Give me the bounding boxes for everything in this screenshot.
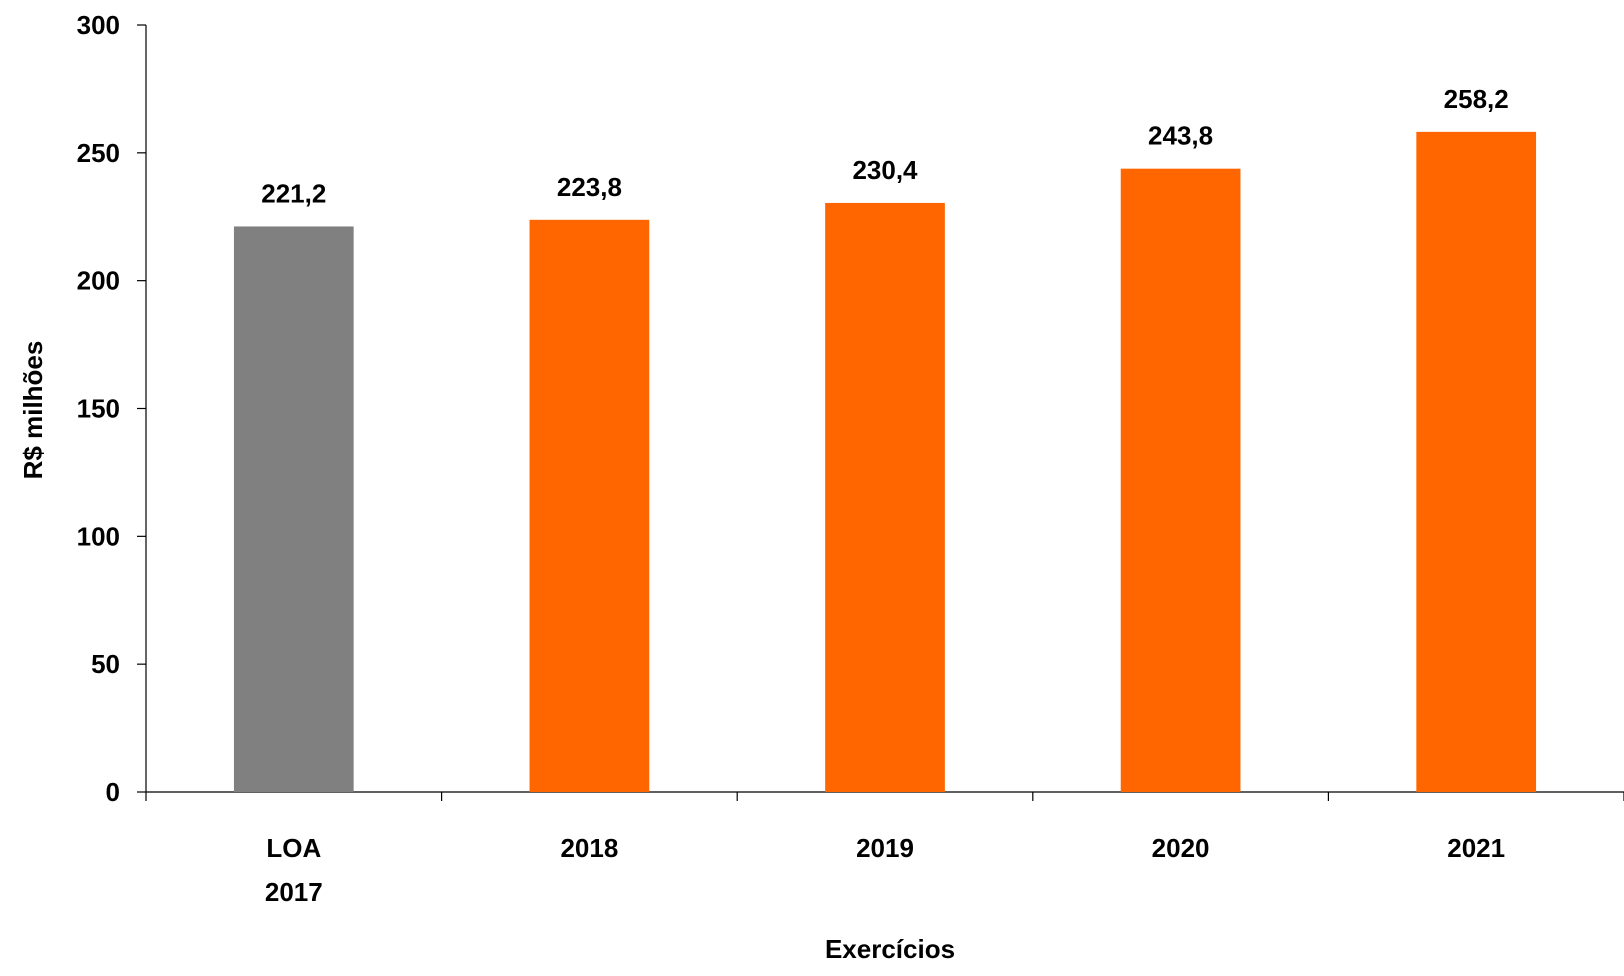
x-tick-label: 2020 bbox=[1152, 833, 1210, 863]
bar bbox=[529, 219, 650, 792]
x-tick-label: 2017 bbox=[265, 877, 323, 907]
x-tick-label: 2019 bbox=[856, 833, 914, 863]
bar bbox=[825, 202, 945, 793]
x-axis-title: Exercícios bbox=[825, 934, 955, 964]
bar bbox=[1120, 168, 1241, 792]
x-tick-label: 2021 bbox=[1447, 833, 1505, 863]
data-label: 230,4 bbox=[852, 155, 918, 185]
y-tick-label: 50 bbox=[91, 649, 120, 679]
y-tick-label: 200 bbox=[77, 266, 120, 296]
data-label: 221,2 bbox=[261, 178, 326, 208]
y-axis-title: R$ milhões bbox=[18, 341, 48, 480]
y-tick-label: 100 bbox=[77, 521, 120, 551]
x-tick-label: 2018 bbox=[560, 833, 618, 863]
data-label: 258,2 bbox=[1444, 84, 1509, 114]
y-tick-label: 0 bbox=[106, 777, 120, 807]
y-tick-label: 300 bbox=[77, 10, 120, 40]
y-tick-label: 250 bbox=[77, 138, 120, 168]
y-axis: 0 50 100 150 200 250 300 bbox=[77, 10, 147, 807]
y-tick-label: 150 bbox=[77, 394, 120, 424]
bar bbox=[1416, 131, 1537, 793]
x-axis: LOA 2017 2018 2019 2020 2021 bbox=[145, 791, 1624, 907]
x-tick-label: LOA bbox=[266, 833, 321, 863]
bars bbox=[233, 131, 1537, 793]
bar bbox=[233, 226, 354, 792]
data-labels: 221,2 223,8 230,4 243,8 258,2 bbox=[261, 84, 1508, 209]
data-label: 243,8 bbox=[1148, 121, 1213, 151]
data-label: 223,8 bbox=[557, 172, 622, 202]
